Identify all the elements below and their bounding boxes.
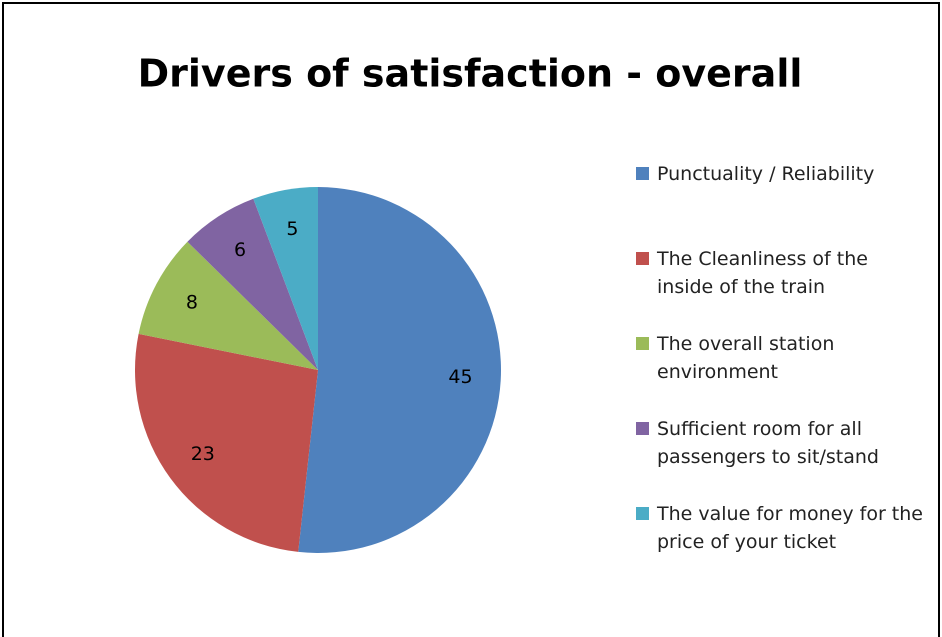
legend-swatch xyxy=(636,422,649,435)
legend-label: Punctuality / Reliability xyxy=(657,163,875,185)
data-label: 45 xyxy=(448,366,472,388)
legend-swatch xyxy=(636,507,649,520)
legend-item: The Cleanliness of the inside of the tra… xyxy=(636,245,926,301)
legend-label: The overall station environment xyxy=(657,333,835,383)
pie-slice xyxy=(187,198,318,370)
legend-swatch xyxy=(636,167,649,180)
legend-item: The value for money for the price of you… xyxy=(636,500,926,556)
pie-slice xyxy=(135,333,318,552)
data-label: 8 xyxy=(186,292,198,314)
data-label: 5 xyxy=(286,218,298,240)
legend-item: Punctuality / Reliability xyxy=(636,160,926,188)
pie: 45 23 8 6 5 xyxy=(135,187,502,553)
chart-title: Drivers of satisfaction - overall xyxy=(138,52,803,96)
pie-slice xyxy=(298,187,502,553)
legend-swatch xyxy=(636,252,649,265)
data-label: 23 xyxy=(191,443,215,465)
legend-label: The value for money for the price of you… xyxy=(657,503,923,553)
legend-swatch xyxy=(636,337,649,350)
legend-label: The Cleanliness of the inside of the tra… xyxy=(657,248,868,298)
legend-item: Sufficient room for all passengers to si… xyxy=(636,415,926,471)
legend-item: The overall station environment xyxy=(636,330,926,386)
pie-slice xyxy=(253,187,318,370)
data-label: 6 xyxy=(234,239,246,261)
legend-label: Sufficient room for all passengers to si… xyxy=(657,418,879,468)
pie-slice xyxy=(138,241,318,370)
